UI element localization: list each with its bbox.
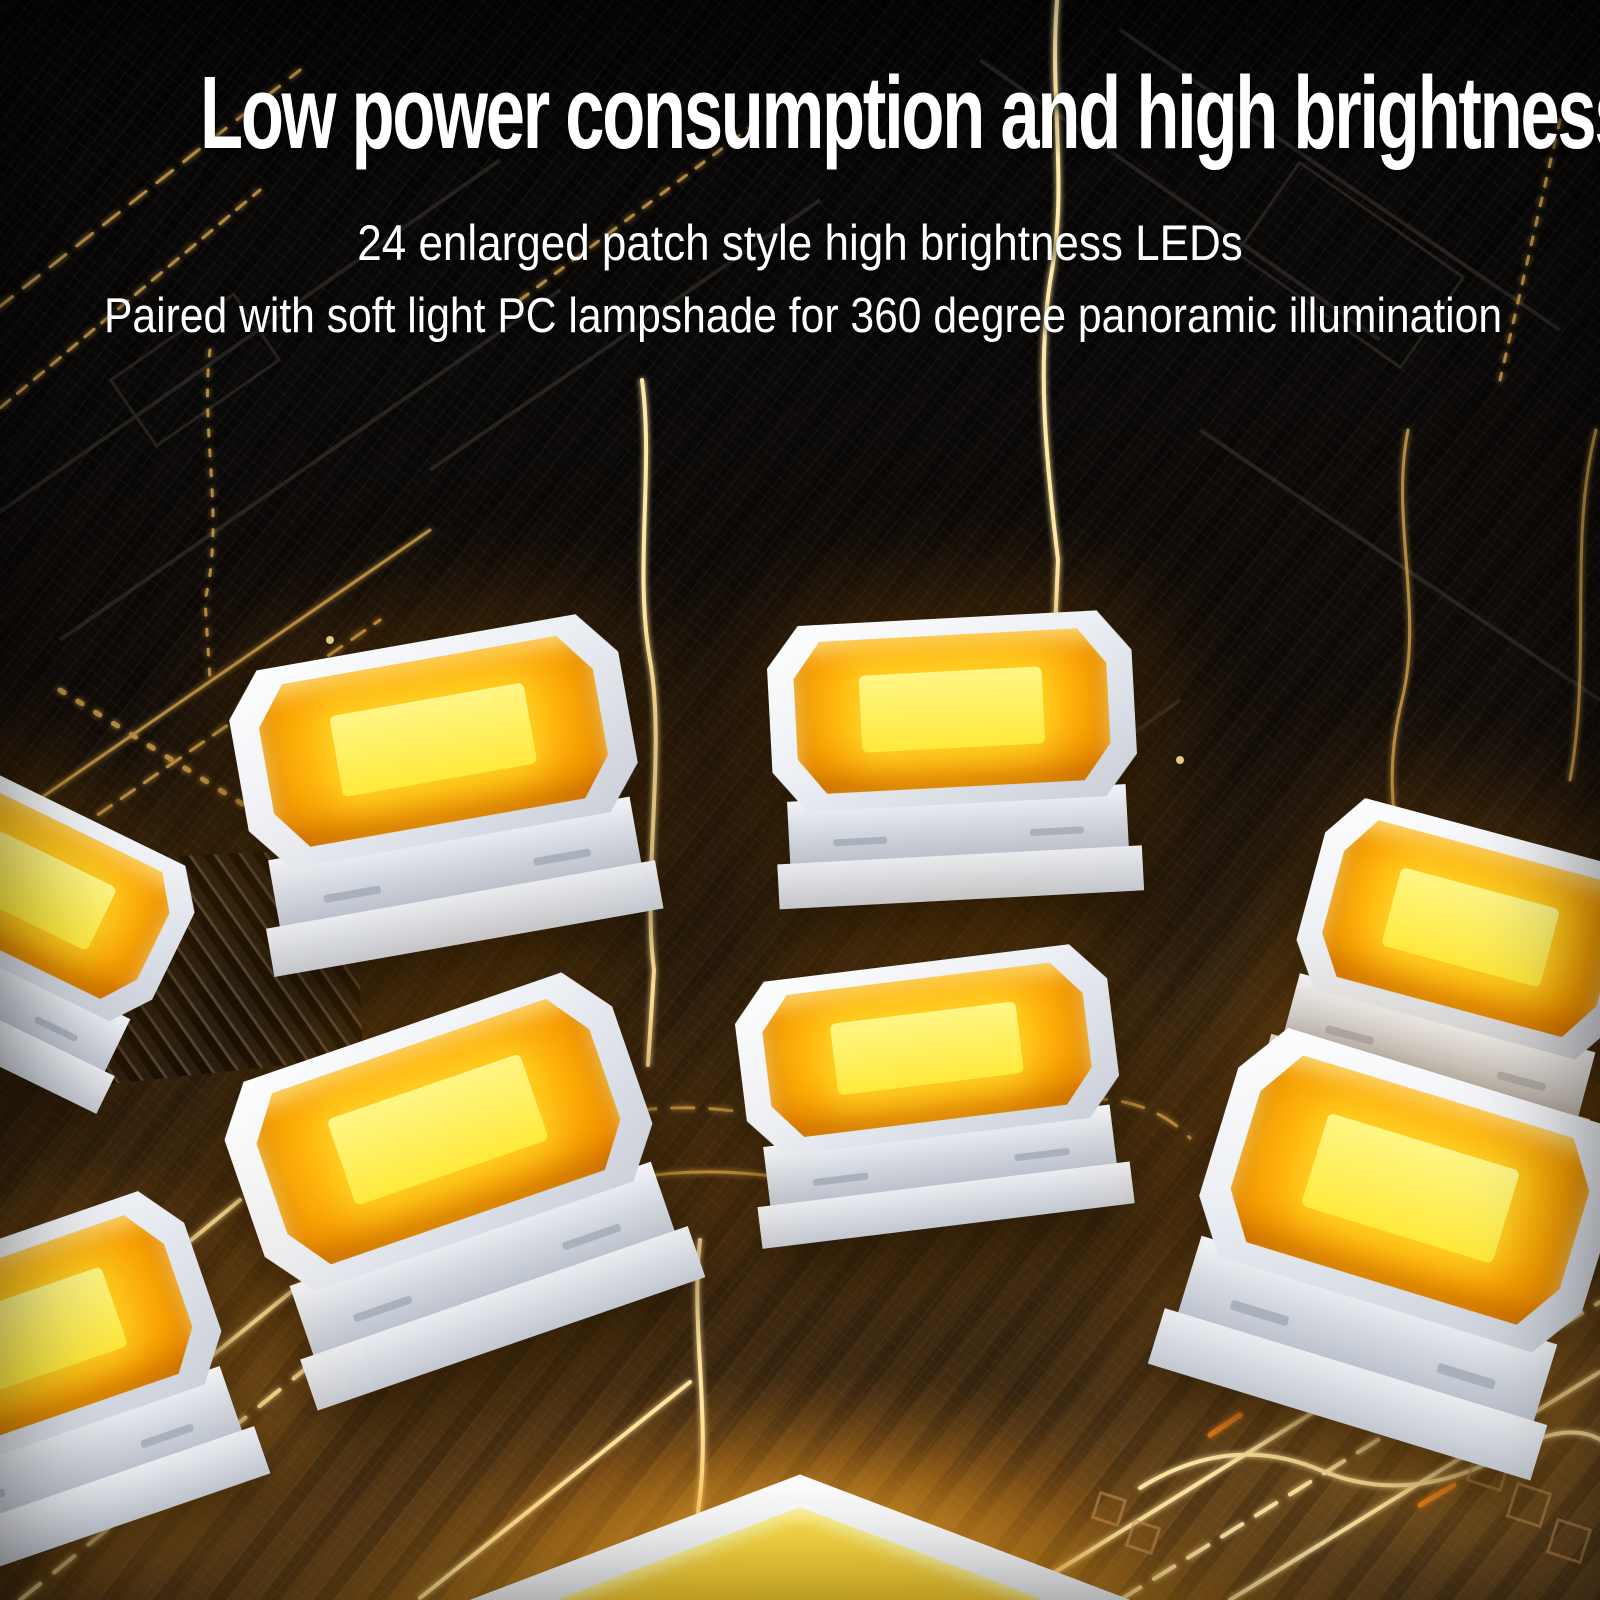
led-die bbox=[0, 818, 117, 952]
led-cavity bbox=[107, 1506, 1493, 1600]
led-die bbox=[0, 1266, 128, 1405]
led-cavity bbox=[0, 762, 184, 1010]
led-package-top bbox=[765, 609, 1139, 814]
led-cavity bbox=[791, 627, 1112, 796]
led-die bbox=[830, 1001, 1024, 1095]
led-chip-1 bbox=[222, 608, 664, 977]
led-chip-4 bbox=[0, 738, 211, 1114]
led-die bbox=[1381, 867, 1561, 988]
led-chip-6 bbox=[209, 960, 706, 1411]
led-die bbox=[326, 1054, 549, 1206]
led-die bbox=[859, 667, 1045, 753]
subtitle-line-2: Paired with soft light PC lampshade for … bbox=[104, 288, 1503, 343]
led-die bbox=[329, 682, 537, 797]
led-package-top bbox=[22, 1474, 1578, 1600]
led-chip-2 bbox=[765, 609, 1145, 910]
led-die bbox=[1301, 1112, 1520, 1264]
led-chip-5 bbox=[730, 940, 1135, 1249]
led-die bbox=[606, 1575, 994, 1600]
header-text: Low power consumption and high brightnes… bbox=[0, 0, 1600, 344]
led-cavity bbox=[758, 959, 1096, 1141]
headline: Low power consumption and high brightnes… bbox=[200, 54, 1600, 171]
subtitle-line-1: 24 enlarged patch style high brightness … bbox=[357, 214, 1243, 271]
led-chip-8 bbox=[0, 1180, 271, 1594]
led-cavity bbox=[252, 631, 615, 853]
led-chip-9 bbox=[22, 1474, 1578, 1600]
